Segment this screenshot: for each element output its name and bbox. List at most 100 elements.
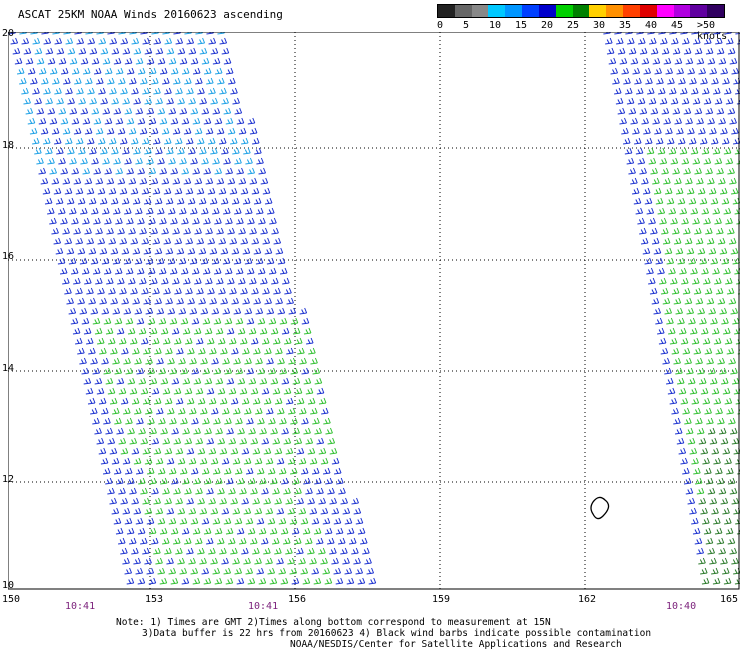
wind-barb: [227, 277, 235, 285]
wind-barb: [668, 267, 676, 275]
wind-barb: [718, 57, 727, 65]
wind-barb: [649, 37, 657, 45]
wind-barb: [101, 407, 109, 415]
wind-barb: [86, 287, 94, 295]
wind-barb: [721, 257, 730, 265]
wind-barb: [179, 467, 188, 475]
wind-barb: [146, 517, 155, 525]
wind-barb: [284, 287, 292, 295]
wind-barb: [118, 537, 126, 545]
wind-barb: [143, 247, 152, 255]
wind-barb: [196, 187, 205, 195]
wind-barb: [156, 257, 165, 265]
wind-barb: [256, 517, 265, 525]
legend-swatch: [673, 5, 691, 17]
wind-barb: [171, 377, 180, 385]
wind-barb: [238, 127, 247, 135]
wind-barb: [634, 77, 642, 85]
wind-barb: [106, 277, 114, 285]
wind-barb: [104, 67, 113, 75]
wind-barb: [209, 247, 218, 255]
wind-barb: [204, 377, 213, 385]
wind-barb: [247, 527, 256, 535]
wind-barb: [637, 217, 645, 225]
wind-barb: [196, 337, 204, 345]
wind-barb: [280, 527, 289, 535]
wind-barb: [158, 317, 167, 325]
wind-barb: [690, 327, 698, 335]
wind-barb: [280, 577, 289, 585]
wind-barb: [306, 337, 314, 345]
wind-barb: [55, 247, 64, 255]
wind-barb: [696, 117, 704, 125]
wind-barb: [725, 277, 733, 285]
wind-barb: [25, 57, 34, 65]
wind-barb: [303, 377, 312, 385]
wind-barb: [239, 487, 247, 495]
wind-barb: [702, 457, 710, 465]
wind-barb: [95, 127, 104, 135]
wind-barb: [173, 487, 181, 495]
wind-barb: [190, 467, 199, 475]
wind-barb: [16, 67, 25, 75]
wind-barb: [159, 577, 168, 585]
wind-barb: [175, 497, 183, 505]
wind-barb: [210, 557, 218, 565]
wind-barb: [690, 207, 699, 215]
wind-barb: [77, 347, 85, 355]
wind-barb: [338, 537, 346, 545]
wind-barb: [682, 37, 690, 45]
wind-barb: [125, 317, 134, 325]
wind-barb: [278, 517, 287, 525]
wind-barb: [134, 357, 142, 365]
wind-barb: [247, 167, 256, 175]
wind-barb: [255, 307, 264, 315]
wind-barb: [268, 417, 276, 425]
wind-barb: [133, 47, 142, 55]
wind-barb: [213, 367, 222, 375]
wind-barb: [135, 57, 144, 65]
wind-barb: [82, 217, 90, 225]
wind-barb: [231, 197, 240, 205]
wind-barb: [300, 467, 309, 475]
wind-barb: [718, 427, 727, 435]
wind-barb: [626, 97, 635, 105]
wind-barb: [236, 577, 245, 585]
wind-barb: [115, 217, 123, 225]
wind-barb: [219, 137, 227, 145]
wind-barb: [187, 297, 195, 305]
wind-barb: [240, 337, 248, 345]
wind-barb: [205, 127, 214, 135]
wind-barb: [212, 517, 221, 525]
wind-barb: [606, 47, 615, 55]
wind-barb: [127, 377, 136, 385]
wind-barb: [58, 107, 67, 115]
wind-barb: [329, 447, 338, 455]
wind-barb: [277, 357, 285, 365]
wind-barb: [675, 307, 684, 315]
wind-barb: [195, 387, 204, 395]
wind-barb: [728, 297, 737, 305]
wind-barb: [203, 577, 212, 585]
wind-barb: [170, 67, 179, 75]
wind-barb: [156, 357, 164, 365]
wind-barb: [185, 337, 193, 345]
wind-barb: [712, 577, 721, 585]
wind-barb: [217, 387, 226, 395]
wind-barb: [29, 127, 38, 135]
wind-barb: [134, 407, 142, 415]
legend-label: 5: [463, 20, 470, 31]
wind-barb: [707, 177, 715, 185]
wind-barb: [704, 407, 712, 415]
wind-barb: [691, 457, 699, 465]
wind-barb: [76, 87, 84, 95]
wind-barb: [106, 127, 115, 135]
wind-barb: [117, 227, 125, 235]
wind-barb: [113, 467, 122, 475]
wind-barb: [222, 307, 231, 315]
wind-barb: [217, 77, 225, 85]
wind-barb: [126, 117, 135, 125]
wind-barb: [702, 517, 710, 525]
wind-barb: [111, 507, 120, 515]
wind-barb: [115, 67, 124, 75]
